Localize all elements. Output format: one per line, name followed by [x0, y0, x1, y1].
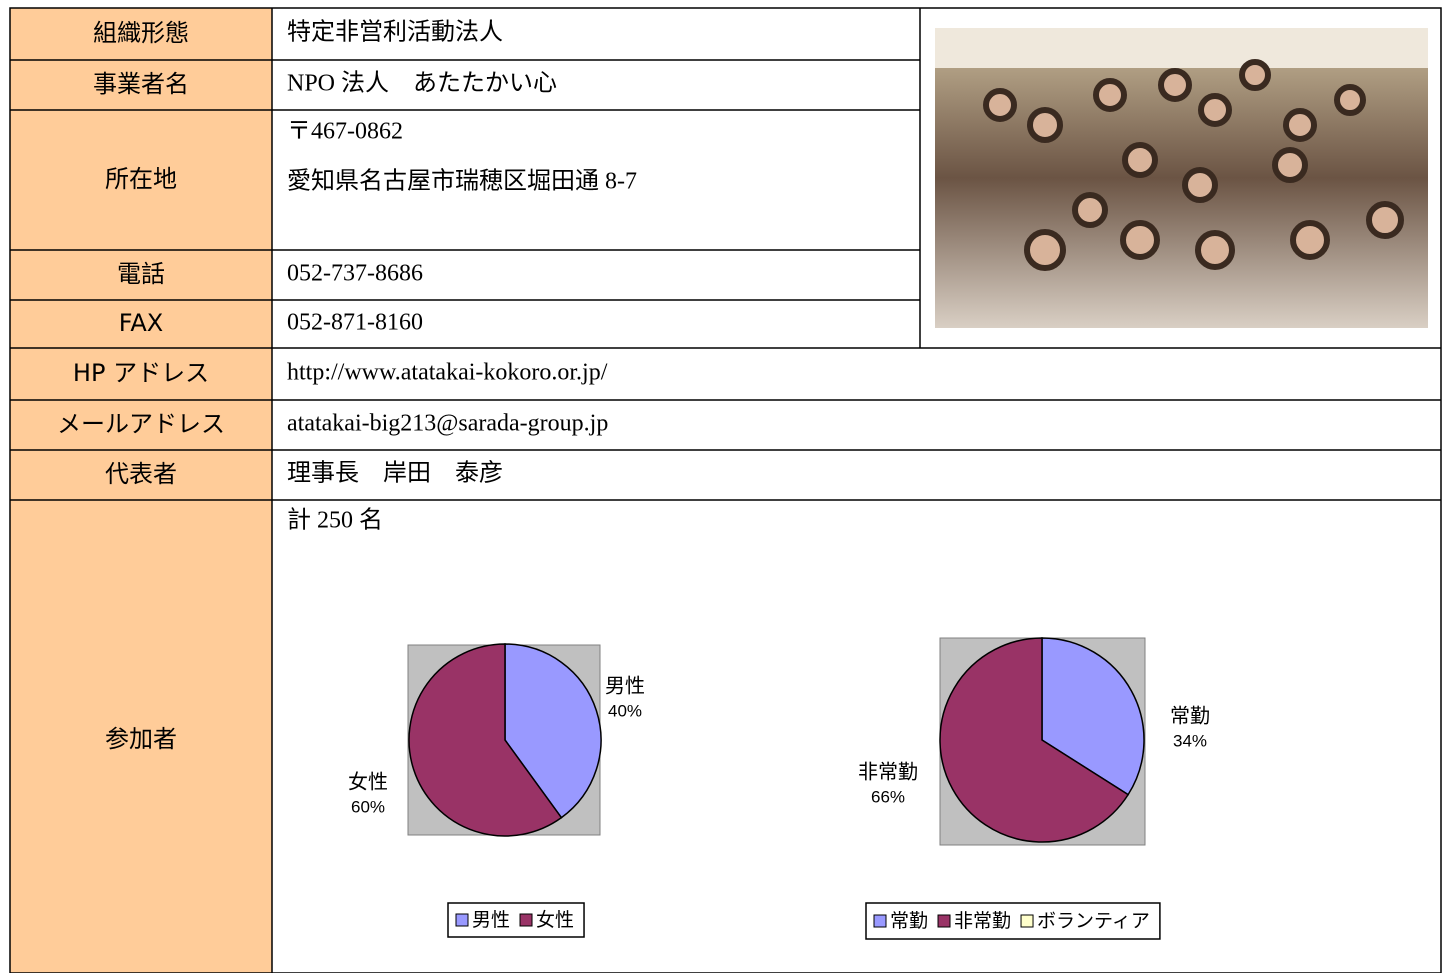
row-value: 愛知県名古屋市瑞穂区堀田通 8-7	[287, 168, 637, 195]
legend-label: 常勤	[890, 910, 928, 932]
label-column	[10, 8, 272, 973]
row-value: http://www.atatakai-kokoro.or.jp/	[287, 360, 608, 386]
legend-swatch	[520, 914, 532, 926]
legend-swatch	[874, 915, 886, 927]
row-value: 計 250 名	[287, 507, 383, 534]
row-label: 代表者	[105, 460, 177, 488]
row-label: 事業者名	[93, 70, 189, 98]
row-label: 所在地	[105, 165, 177, 193]
row-label: メールアドレス	[57, 410, 225, 438]
row-value: 052-871-8160	[287, 310, 423, 336]
slice-label: 非常勤	[858, 760, 918, 783]
row-value: 特定非営利活動法人	[287, 19, 503, 46]
slice-label: 男性	[605, 674, 645, 697]
row-label: 組織形態	[93, 19, 189, 47]
row-value: 〒467-0862	[287, 119, 403, 145]
slice-label: 女性	[348, 770, 388, 793]
legend-label: 男性	[472, 909, 510, 931]
row-value: atatakai-big213@sarada-group.jp	[287, 411, 608, 437]
legend-label: ボランティア	[1037, 910, 1150, 932]
row-label: FAX	[119, 309, 163, 337]
legend-label: 女性	[536, 909, 574, 931]
row-label: HP アドレス	[73, 359, 209, 387]
row-value: 052-737-8686	[287, 261, 423, 287]
row-value: 理事長 岸田 泰彦	[287, 460, 503, 487]
photo	[935, 28, 1428, 328]
pie-chart: 男性40%女性60%男性女性	[348, 644, 645, 937]
row-label: 参加者	[105, 725, 177, 753]
legend-swatch	[938, 915, 950, 927]
slice-value-label: 60%	[351, 797, 385, 816]
legend-swatch	[1021, 915, 1033, 927]
slice-label: 常勤	[1170, 704, 1210, 727]
pie-chart: 常勤34%非常勤66%常勤非常勤ボランティア	[858, 638, 1210, 939]
row-label: 電話	[117, 260, 165, 288]
legend-label: 非常勤	[954, 910, 1011, 932]
profile-sheet: 組織形態 特定非営利活動法人事業者名 NPO 法人 あたたかい心所在地 〒467-08…	[0, 0, 1442, 973]
slice-value-label: 34%	[1173, 731, 1207, 750]
legend-swatch	[456, 914, 468, 926]
page: 組織形態 特定非営利活動法人事業者名 NPO 法人 あたたかい心所在地 〒467-08…	[0, 0, 1442, 973]
row-value: NPO 法人 あたたかい心	[287, 70, 557, 97]
slice-value-label: 40%	[608, 701, 642, 720]
slice-value-label: 66%	[871, 787, 905, 806]
